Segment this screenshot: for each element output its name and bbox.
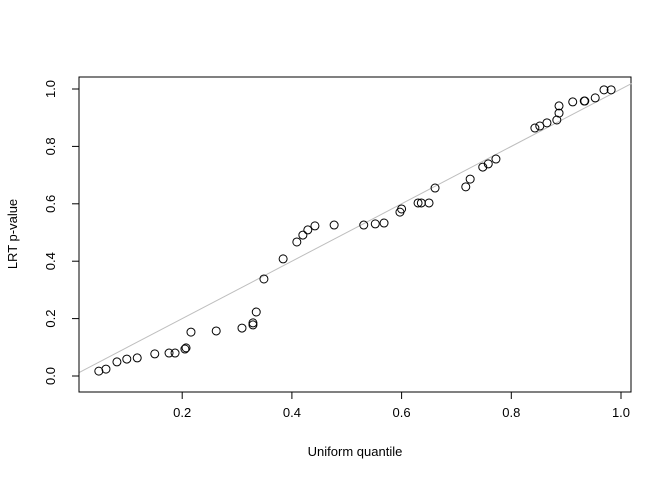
x-tick-label: 0.2 <box>173 405 191 420</box>
data-point <box>310 221 320 231</box>
data-point <box>552 115 562 125</box>
data-point <box>554 108 564 118</box>
data-point <box>150 349 160 359</box>
data-point <box>248 318 258 328</box>
data-point <box>554 101 564 111</box>
data-point <box>329 220 339 230</box>
data-point <box>292 237 302 247</box>
data-point <box>211 326 221 336</box>
data-point <box>259 274 269 284</box>
data-point <box>430 183 440 193</box>
data-point <box>180 344 190 354</box>
data-point <box>465 174 475 184</box>
data-point <box>542 118 552 128</box>
y-tick-label: 0.2 <box>43 310 58 328</box>
data-point <box>251 307 261 317</box>
y-tick-label: 0.6 <box>43 195 58 213</box>
data-point <box>186 327 196 337</box>
data-point <box>590 93 600 103</box>
y-tick-label: 0.0 <box>43 367 58 385</box>
y-tick-label: 1.0 <box>43 80 58 98</box>
data-point <box>370 219 380 229</box>
data-point <box>112 357 122 367</box>
data-point <box>599 85 609 95</box>
data-point <box>491 154 501 164</box>
data-point <box>413 198 423 208</box>
y-tick-label: 0.8 <box>43 137 58 155</box>
data-point <box>164 348 174 358</box>
data-point <box>379 218 389 228</box>
data-point <box>132 353 142 363</box>
data-point <box>303 225 313 235</box>
y-axis-label: LRT p-value <box>5 199 20 269</box>
x-tick-label: 0.4 <box>283 405 301 420</box>
x-tick-label: 1.0 <box>612 405 630 420</box>
data-point <box>181 343 191 353</box>
data-point <box>298 230 308 240</box>
data-point <box>461 182 471 192</box>
data-point <box>170 348 180 358</box>
plot-box <box>78 76 632 393</box>
data-point <box>478 162 488 172</box>
data-point <box>568 97 578 107</box>
data-point <box>580 96 590 106</box>
data-point <box>278 254 288 264</box>
data-point <box>122 354 132 364</box>
reference-line <box>78 82 633 373</box>
data-point <box>483 159 493 169</box>
x-tick-label: 0.6 <box>393 405 411 420</box>
data-point <box>397 204 407 214</box>
x-tick-label: 0.8 <box>502 405 520 420</box>
data-point <box>248 320 258 330</box>
data-point <box>359 220 369 230</box>
y-tick-label: 0.4 <box>43 252 58 270</box>
data-point <box>237 323 247 333</box>
data-point <box>101 364 111 374</box>
data-point <box>606 85 616 95</box>
x-axis-label: Uniform quantile <box>308 444 403 459</box>
data-point <box>530 123 540 133</box>
data-point <box>424 198 434 208</box>
